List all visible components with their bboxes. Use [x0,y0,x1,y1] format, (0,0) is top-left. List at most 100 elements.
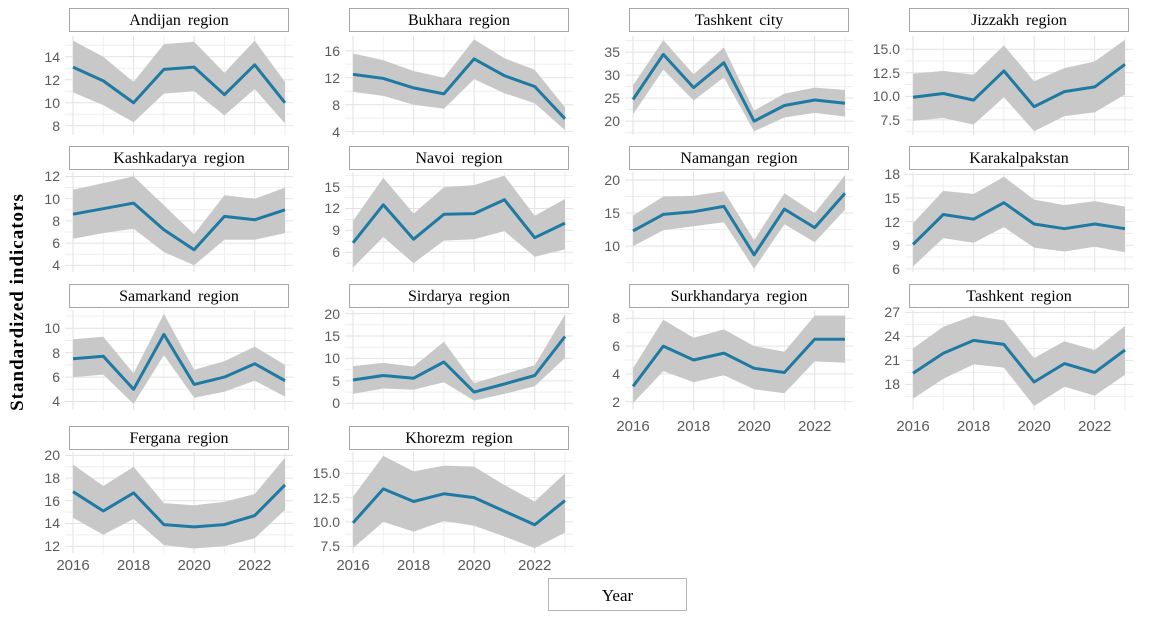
y-axis-tick-label: 4 [612,365,620,382]
x-axis-tick-label: 2022 [518,557,552,574]
y-axis-tick-label: 6 [52,235,60,252]
trend-line [72,63,287,105]
panel-plot-fergana-region [65,452,293,553]
x-axis-tick-label: 2016 [896,418,930,435]
x-axis-title: Year [548,578,687,611]
panel-title-sirdarya-region: Sirdarya region [349,284,569,308]
y-axis-tick-label: 10 [44,94,60,111]
trend-line [351,487,566,527]
panel-title-jizzakh-region: Jizzakh region [909,8,1129,32]
y-axis-tick-label: 10 [604,238,620,255]
panel-title-fergana-region: Fergana region [69,426,289,450]
y-axis-tick-label: 27 [884,304,900,321]
confidence-band [913,39,1125,132]
y-axis-tick-label: 6 [52,369,60,386]
panel-title-tashkent-city: Tashkent city [629,8,849,32]
confidence-band [633,40,845,132]
x-axis-tick-label: 2016 [336,557,370,574]
panel-plot-navoi-region [345,172,573,272]
panel-title-karakalpakstan: Karakalpakstan [909,146,1129,170]
x-axis-tick-label: 2018 [396,557,431,574]
y-axis-tick-label: 12 [324,200,340,217]
x-axis-tick-label: 2022 [798,418,832,435]
x-axis-tick-label: 2018 [116,557,151,574]
y-axis-tick-label: 12.5 [312,489,340,506]
y-axis-tick-label: 30 [604,67,620,84]
panel-plot-tashkent-region [905,310,1133,410]
y-axis-tick-label: 8 [52,117,60,134]
trend-line [72,332,286,391]
y-axis-tick-label: 2 [612,393,620,410]
y-axis-tick-label: 20 [324,305,340,322]
y-axis-tick-label: 25 [604,90,620,107]
trend-line [912,63,1126,109]
confidence-band [73,40,285,124]
y-axis-tick-label: 12 [884,213,900,230]
y-axis-tick-label: 10.0 [872,88,900,105]
panel-title-surkhandarya-region: Surkhandarya region [629,284,849,308]
panel-plot-surkhandarya-region [625,310,853,410]
y-axis-tick-label: 20 [604,171,620,188]
trend-line [911,201,1126,246]
y-axis-tick-label: 8 [52,212,60,229]
y-axis-tick-label: 12 [44,71,60,88]
y-axis-tick-label: 12 [324,69,340,86]
y-axis-tick-label: 15.0 [872,41,900,58]
x-axis-tick-label: 2016 [616,418,650,435]
x-axis-tick-label: 2020 [1017,418,1051,435]
y-axis-tick-label: 21 [884,352,900,369]
y-axis-tick-label: 18 [884,376,900,393]
y-axis-tick-label: 18 [44,470,60,487]
y-axis-tick-label: 6 [612,338,620,355]
y-axis-tick-label: 6 [892,260,900,277]
y-axis-tick-label: 10 [44,320,60,337]
y-axis-tick-label: 12 [44,538,60,555]
y-axis-tick-label: 6 [332,244,340,261]
y-axis-tick-label: 7.5 [320,538,340,555]
y-axis-tick-label: 9 [892,237,900,254]
confidence-band [913,176,1125,267]
trend-line [72,201,286,252]
panel-plot-kashkadarya-region [65,172,293,272]
panel-title-samarkand-region: Samarkand region [69,284,289,308]
y-axis-tick-label: 4 [52,393,60,410]
y-axis-tick-label: 7.5 [880,111,900,128]
y-axis-tick-label: 14 [44,515,60,532]
confidence-band [353,39,565,131]
panel-title-tashkent-region: Tashkent region [909,284,1129,308]
panel-title-khorezm-region: Khorezm region [349,426,569,450]
y-axis-tick-label: 24 [884,328,900,345]
trend-line [631,52,846,123]
panel-title-navoi-region: Navoi region [349,146,569,170]
y-axis-tick-label: 4 [52,257,60,274]
y-axis-tick-label: 9 [332,222,340,239]
confidence-band [73,176,285,266]
panel-plot-khorezm-region [345,452,573,553]
trend-line [351,198,566,244]
y-axis-tick-label: 15 [324,178,340,195]
y-axis-tick-label: 35 [604,44,620,61]
y-axis-tick-label: 20 [44,447,60,464]
y-axis-tick-label: 15 [324,328,340,344]
trend-line [631,337,845,388]
panel-plot-bukhara-region [345,36,573,135]
y-axis-tick-label: 18 [884,166,900,183]
x-axis-tick-label: 2018 [956,418,991,435]
y-axis-tick-label: 10 [44,190,60,207]
trend-line [352,335,567,394]
y-axis-tick-label: 16 [324,42,340,59]
panel-plot-andijan-region [65,36,293,135]
x-axis-tick-label: 2020 [457,557,491,574]
y-axis-tick-label: 12 [44,168,60,185]
x-axis-tick-label: 2022 [1078,418,1112,435]
confidence-band [353,175,565,268]
panel-plot-samarkand-region [65,310,293,410]
panel-title-kashkadarya-region: Kashkadarya region [69,146,289,170]
y-axis-tick-label: 4 [332,123,340,140]
panel-plot-tashkent-city [625,36,853,135]
y-axis-tick-label: 20 [604,113,620,130]
y-axis-tick-label: 10 [324,350,340,367]
trend-line [912,338,1126,384]
x-axis-tick-label: 2018 [676,418,711,435]
